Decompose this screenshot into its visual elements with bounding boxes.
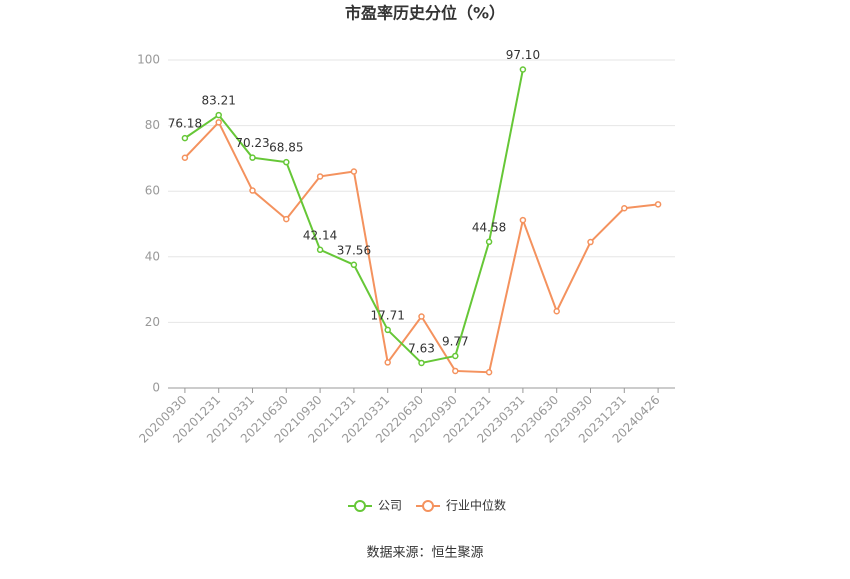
point [384,359,391,366]
point [654,201,662,208]
y-tick-label: 20 [145,315,160,329]
data-label: 44.58 [472,220,506,234]
point [587,238,594,246]
data-label: 7.63 [408,341,435,355]
point [181,154,189,161]
point [350,168,358,175]
point [283,215,290,223]
point [181,134,189,142]
y-tick-label: 80 [145,118,160,132]
data-label: 97.10 [506,48,540,62]
chart-title: 市盈率历史分位（%） [345,4,505,23]
point [384,326,391,334]
data-label: 83.21 [202,94,236,108]
legend-label: 行业中位数 [446,498,506,513]
point [485,369,493,376]
series-line [184,69,524,365]
point [485,238,493,246]
point [519,216,527,224]
point [621,205,628,212]
point [316,246,324,254]
point [215,111,222,119]
point [249,187,256,194]
data-label: 76.18 [168,117,202,131]
point [418,359,425,367]
point [316,173,324,180]
y-tick-label: 0 [152,381,160,395]
legend-label: 公司 [378,499,402,513]
point [283,158,290,166]
data-label: 42.14 [303,228,337,242]
point [519,66,527,73]
data-label: 68.85 [269,141,303,155]
data-label: 9.77 [442,334,469,348]
y-tick-label: 60 [145,184,160,198]
y-tick-label: 40 [145,249,160,263]
source: 数据来源：恒生聚源 [366,546,483,561]
legend-marker [354,500,366,512]
data-label: 17.71 [371,308,405,322]
data-label: 70.23 [235,136,269,150]
point [215,119,222,126]
point [249,154,256,161]
series-line [184,120,659,374]
y-tick-label: 100 [137,53,160,67]
legend-marker [422,500,435,512]
point [418,313,425,320]
point [452,367,459,375]
point [452,352,459,360]
point [350,261,358,269]
data-label: 37.56 [337,243,371,257]
point [553,307,560,315]
